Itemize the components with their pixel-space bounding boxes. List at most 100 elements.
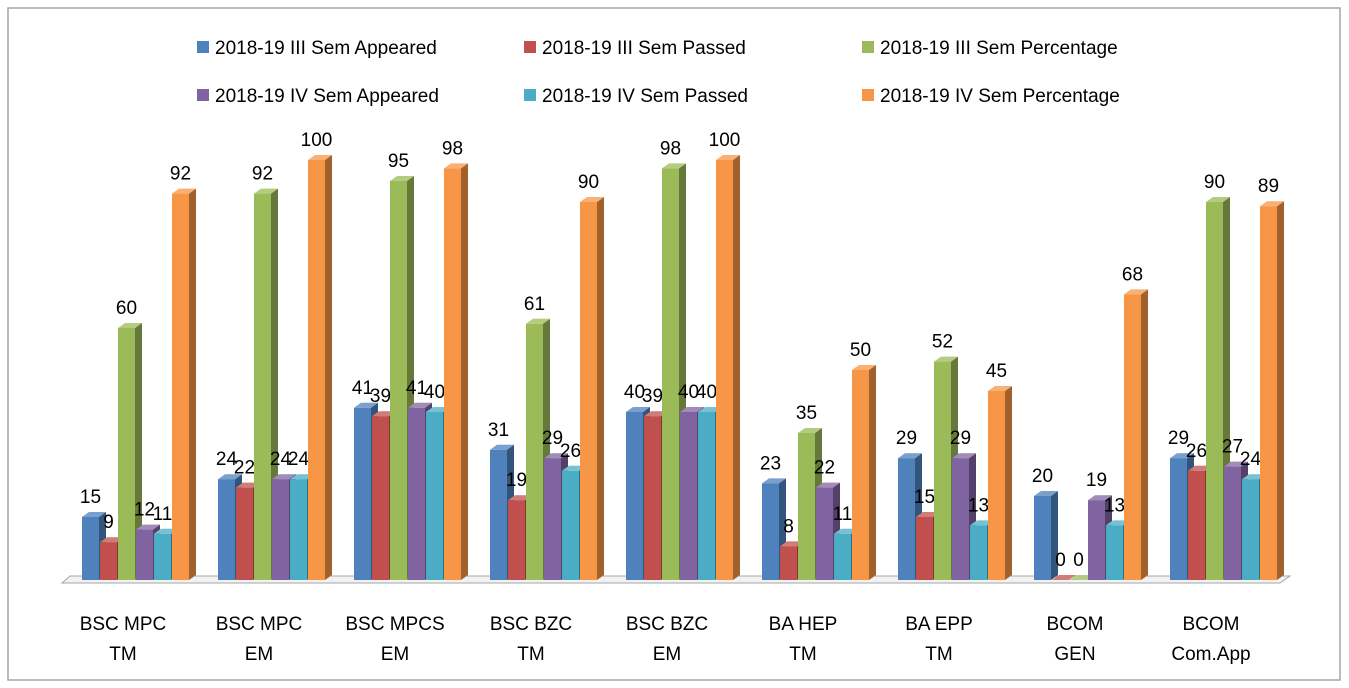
bar-side-shade [1277,201,1284,580]
bar-side [1141,289,1148,580]
data-label: 100 [709,130,741,151]
data-label: 24 [288,449,310,470]
bar [444,168,461,580]
data-label: 52 [932,332,953,353]
bar [390,181,407,580]
bar-side [325,155,332,580]
legend-swatch [862,41,874,53]
data-label: 29 [1168,428,1189,449]
bar [1088,500,1105,580]
bar [1206,202,1223,580]
bar-top [798,428,822,433]
x-tick-label: BSC MPC EM [216,614,303,665]
bar [716,160,733,580]
bar-top-shade [1052,575,1076,580]
data-label: 0 [1055,550,1066,571]
data-label: 0 [1073,550,1084,571]
bar-top-shade [1224,461,1248,467]
bar-top-shade [218,474,242,480]
bar [82,517,99,580]
bar [254,193,271,580]
bar-top-shade [490,444,514,450]
bar-top [1034,491,1058,496]
bar-top [934,356,958,362]
bar-top-shade [408,402,432,408]
bar-top [136,524,160,530]
bar [290,479,307,580]
bar-side-shade [325,155,332,580]
data-label: 89 [1258,176,1279,197]
bar-top-shade [82,512,106,517]
bar [490,449,507,580]
bar-top-shade [254,188,278,194]
bar-side [869,365,876,580]
data-label: 98 [660,138,681,159]
legend-label: 2018-19 IV Sem Percentage [880,86,1120,107]
data-label: 98 [442,138,463,159]
bar [798,433,815,580]
bar-top-shade [816,482,840,488]
bar [1034,496,1051,580]
bar-side [1005,386,1012,580]
bar [154,533,171,580]
data-label: 12 [134,500,155,521]
bar-top-shade [390,176,414,181]
bar-side-shade [1051,491,1058,580]
bar [526,323,543,580]
bar-top [1088,495,1112,501]
bar-top [852,365,876,370]
bar [662,168,679,580]
bar-top [580,197,604,202]
data-label: 90 [578,172,599,193]
data-label: 41 [352,378,373,399]
bar-top-shade [272,474,296,480]
bar-side-shade [597,197,604,580]
bar [834,533,851,580]
bar-top [716,155,740,160]
legend-swatch [197,89,209,101]
bar-top [490,444,514,450]
bar-top-shade [934,356,958,362]
bar-side [1277,201,1284,580]
bar-top [354,402,378,408]
bar-side-shade [189,188,196,580]
bar-top-shade [762,478,786,484]
bar-side-shade [1141,289,1148,580]
bar-top-shade [308,155,332,160]
bar-top-shade [526,318,550,324]
bar-top-shade [898,453,922,459]
bar [118,328,135,580]
bar-side-shade [1005,386,1012,580]
bar [852,370,869,580]
bar-top-shade [544,453,568,459]
data-label: 11 [833,504,853,525]
bar-top-shade [118,323,142,328]
bar [544,458,561,580]
bar-top [952,453,976,459]
data-label: 92 [170,164,191,185]
bar [562,470,579,580]
bar-side [1051,491,1058,580]
data-label: 61 [524,294,545,315]
data-label: 13 [1104,495,1125,516]
legend-label: 2018-19 III Sem Passed [542,38,746,59]
data-label: 13 [968,495,989,516]
data-label: 35 [796,403,817,424]
data-label: 95 [388,151,409,172]
bar-top [82,512,106,517]
data-label: 40 [624,382,645,403]
bar [1170,458,1187,580]
bar [172,193,189,580]
bar-top-shade [354,402,378,408]
bar-side-shade [733,155,740,580]
bar-top [526,318,550,324]
bar-side [189,188,196,580]
x-tick-label: BSC MPC TM [80,614,167,665]
x-tick-label: BA EPP TM [905,614,973,665]
legend-swatch [524,41,536,53]
bar-top [444,163,468,169]
bar-top [816,482,840,488]
bar [426,412,443,580]
bar [100,542,117,580]
data-label: 19 [506,470,527,491]
